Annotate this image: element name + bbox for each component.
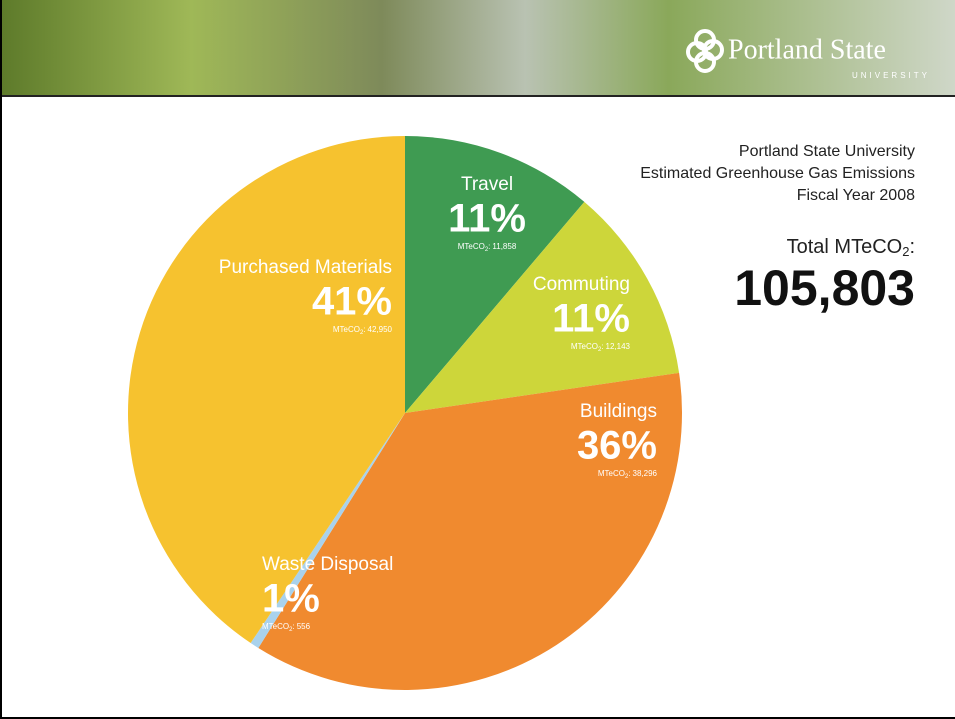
slice-value: MTeCO2: 42,950: [333, 325, 393, 335]
header-banner: [0, 0, 955, 95]
value-label: 556: [297, 622, 311, 631]
slice-value: MTeCO2: 12,143: [571, 342, 631, 352]
slice-percent: 11%: [552, 297, 630, 341]
slice-percent: 11%: [448, 197, 526, 241]
unit: MTeCO: [598, 469, 625, 478]
slice-name: Commuting: [533, 274, 630, 295]
slice-value: MTeCO2: 11,858: [458, 242, 517, 252]
title-line: Portland State University: [739, 143, 915, 160]
unit-suffix: :: [363, 325, 365, 334]
title-line: Fiscal Year 2008: [797, 187, 915, 204]
logo: [686, 29, 724, 73]
slice-name: Buildings: [580, 401, 657, 422]
caption: Total MTeCO: [787, 236, 903, 258]
unit-suffix: :: [488, 242, 490, 251]
caption-suffix: :: [909, 236, 915, 258]
total-caption: Total MTeCO2:: [787, 236, 915, 259]
slice-name: Waste Disposal: [262, 554, 393, 575]
value-label: 42,950: [368, 325, 393, 334]
unit-suffix: :: [628, 469, 630, 478]
value-label: 12,143: [606, 342, 631, 351]
unit-suffix: :: [601, 342, 603, 351]
unit: MTeCO: [262, 622, 289, 631]
slice-name: Purchased Materials: [219, 257, 392, 278]
pie-slice: [258, 372, 682, 691]
value-label: 38,296: [633, 469, 658, 478]
side-text: Portland State University Estimated Green…: [640, 143, 915, 316]
value-label: 11,858: [492, 242, 516, 251]
slice-percent: 41%: [312, 280, 392, 324]
unit-sub: 2: [485, 247, 489, 253]
slice-value: MTeCO2: 556: [262, 622, 311, 632]
unit-sub: 2: [625, 474, 629, 480]
pie-slice: [405, 136, 585, 413]
slice-percent: 36%: [577, 424, 657, 468]
caption-sub: 2: [902, 244, 909, 259]
pie-slice: [405, 201, 680, 413]
total-value: 105,803: [734, 260, 915, 316]
pie: [127, 136, 682, 691]
unit: MTeCO: [333, 325, 360, 334]
slice-name: Travel: [461, 174, 513, 195]
slice-percent: 1%: [262, 577, 320, 621]
pie-slice: [127, 136, 405, 644]
unit-sub: 2: [598, 347, 602, 353]
unit-suffix: :: [292, 622, 294, 631]
title-line: Estimated Greenhouse Gas Emissions: [640, 165, 915, 182]
brand: Portland State: [728, 34, 886, 65]
slice-value: MTeCO2: 38,296: [598, 469, 658, 479]
unit: MTeCO: [458, 242, 485, 251]
pie-slice: [250, 413, 405, 648]
unit-sub: 2: [360, 330, 364, 336]
brand-sub: UNIVERSITY: [852, 71, 930, 80]
unit: MTeCO: [571, 342, 598, 351]
unit-sub: 2: [289, 627, 293, 633]
